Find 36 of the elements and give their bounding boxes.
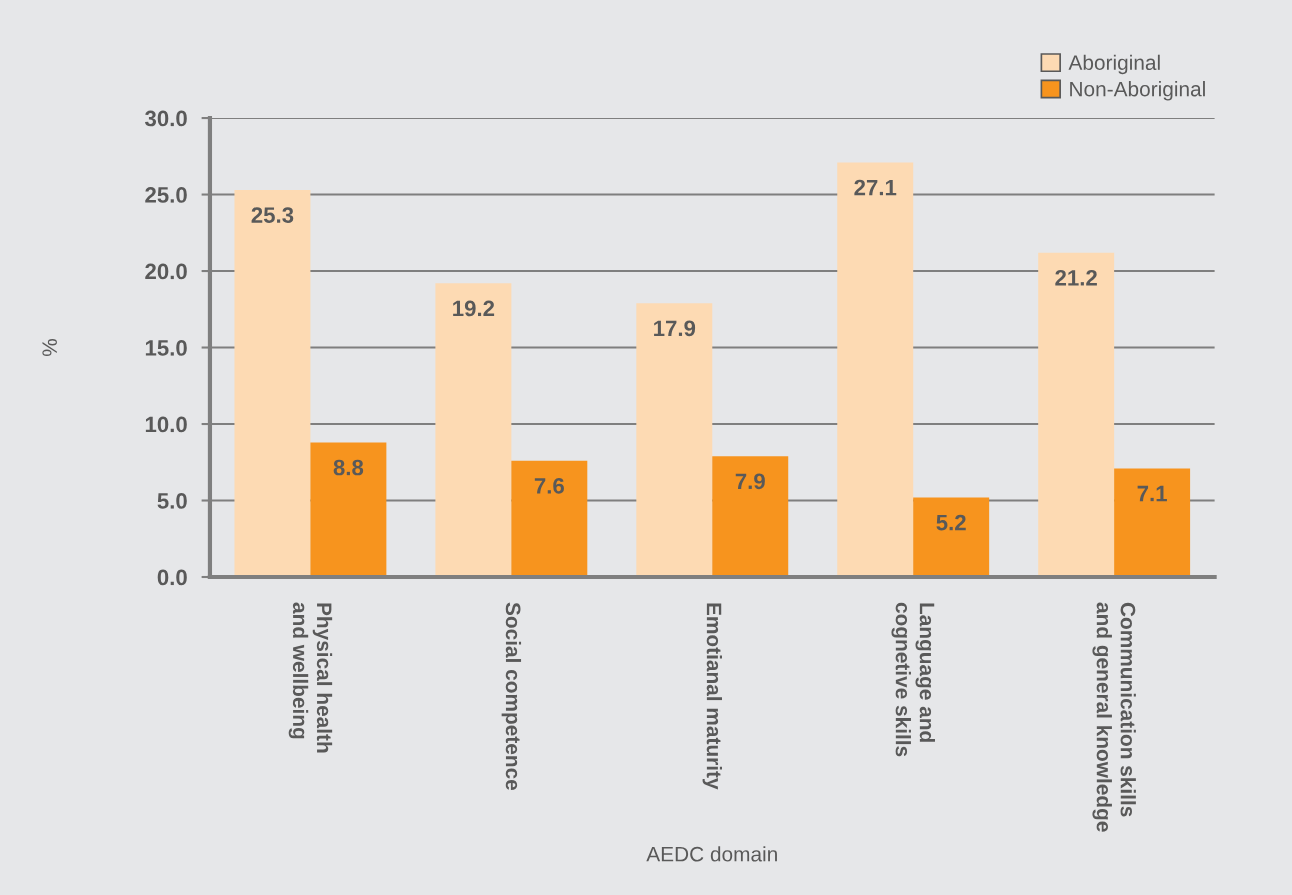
legend-label: Non-Aboriginal — [1070, 81, 1205, 101]
y-tick-label: 5.0 — [157, 493, 187, 509]
y-tick-label: 10.0 — [145, 416, 187, 433]
data-label: 7.6 — [534, 477, 564, 494]
data-label: 17.9 — [654, 320, 696, 337]
y-axis-title: % — [42, 339, 57, 357]
bar — [837, 162, 914, 578]
data-label: 19.2 — [453, 300, 495, 317]
bar — [712, 456, 789, 578]
x-tick-label: Emotianal maturity — [702, 603, 722, 790]
x-tick-label: Communication skills and general knowledge — [1092, 602, 1136, 832]
data-label: 27.1 — [854, 179, 897, 196]
bar — [913, 497, 990, 578]
data-label: 7.9 — [735, 473, 765, 490]
bar — [435, 283, 512, 578]
data-label: 21.2 — [1055, 269, 1097, 286]
x-tick-label: Social competence — [501, 602, 522, 791]
x-tick-label: Physical health and wellbeing — [288, 602, 333, 753]
y-tick-label: 20.0 — [145, 263, 187, 280]
data-label: 8.8 — [333, 459, 364, 476]
bar — [636, 303, 713, 578]
y-tick-label: 15.0 — [145, 340, 187, 356]
data-label: 5.2 — [936, 514, 966, 531]
y-tick-label: 25.0 — [145, 187, 187, 203]
legend-label: Aboriginal — [1068, 54, 1160, 75]
y-tick-label: 30.0 — [144, 110, 187, 127]
x-axis-title: AEDC domain — [646, 846, 777, 862]
x-tick-label: Language and cognetive skills — [891, 602, 935, 757]
bar — [310, 442, 387, 578]
y-tick-label: 0.0 — [157, 569, 187, 586]
bar — [1114, 468, 1191, 578]
bar — [1038, 252, 1115, 578]
data-label: 7.1 — [1137, 485, 1167, 502]
bar — [511, 460, 588, 578]
bar — [234, 189, 311, 578]
data-label: 25.3 — [251, 207, 294, 223]
